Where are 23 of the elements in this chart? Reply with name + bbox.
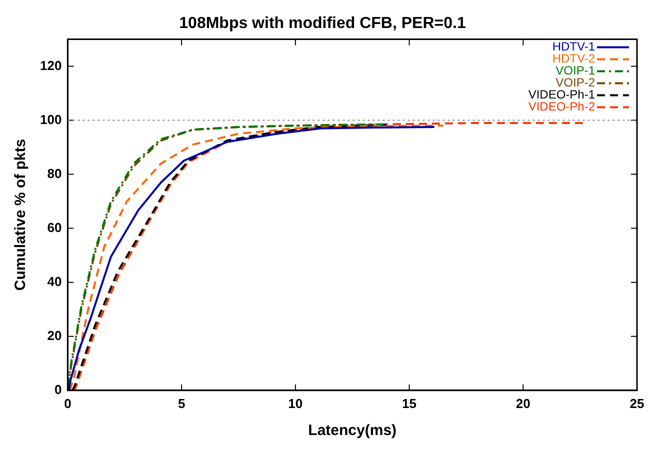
legend-label: VIDEO-Ph-1 xyxy=(528,88,596,102)
legend-label: VOIP-2 xyxy=(556,76,596,90)
legend-label: HDTV-1 xyxy=(552,40,596,54)
y-tick-label: 120 xyxy=(40,58,62,73)
legend-label: VIDEO-Ph-2 xyxy=(528,100,596,114)
legend-label: VOIP-1 xyxy=(556,64,596,78)
x-tick-label: 5 xyxy=(178,396,186,411)
x-tick-label: 15 xyxy=(402,396,417,411)
x-tick-label: 25 xyxy=(630,396,644,411)
x-tick-label: 10 xyxy=(288,396,303,411)
y-tick-label: 40 xyxy=(47,274,62,289)
y-tick-label: 20 xyxy=(47,328,62,343)
legend-label: HDTV-2 xyxy=(552,52,596,66)
line-series xyxy=(72,122,586,390)
y-tick-label: 60 xyxy=(47,220,62,235)
y-tick-label: 100 xyxy=(40,112,62,127)
chart-title: 108Mbps with modified CFB, PER=0.1 xyxy=(179,15,466,32)
x-tick-label: 20 xyxy=(516,396,530,411)
y-tick-label: 0 xyxy=(54,382,62,397)
y-tick-label: 80 xyxy=(47,166,62,181)
x-tick-label: 0 xyxy=(64,396,72,411)
y-axis-title: Cumulative % of pkts xyxy=(12,138,30,291)
x-axis-title: Latency(ms) xyxy=(308,422,397,440)
